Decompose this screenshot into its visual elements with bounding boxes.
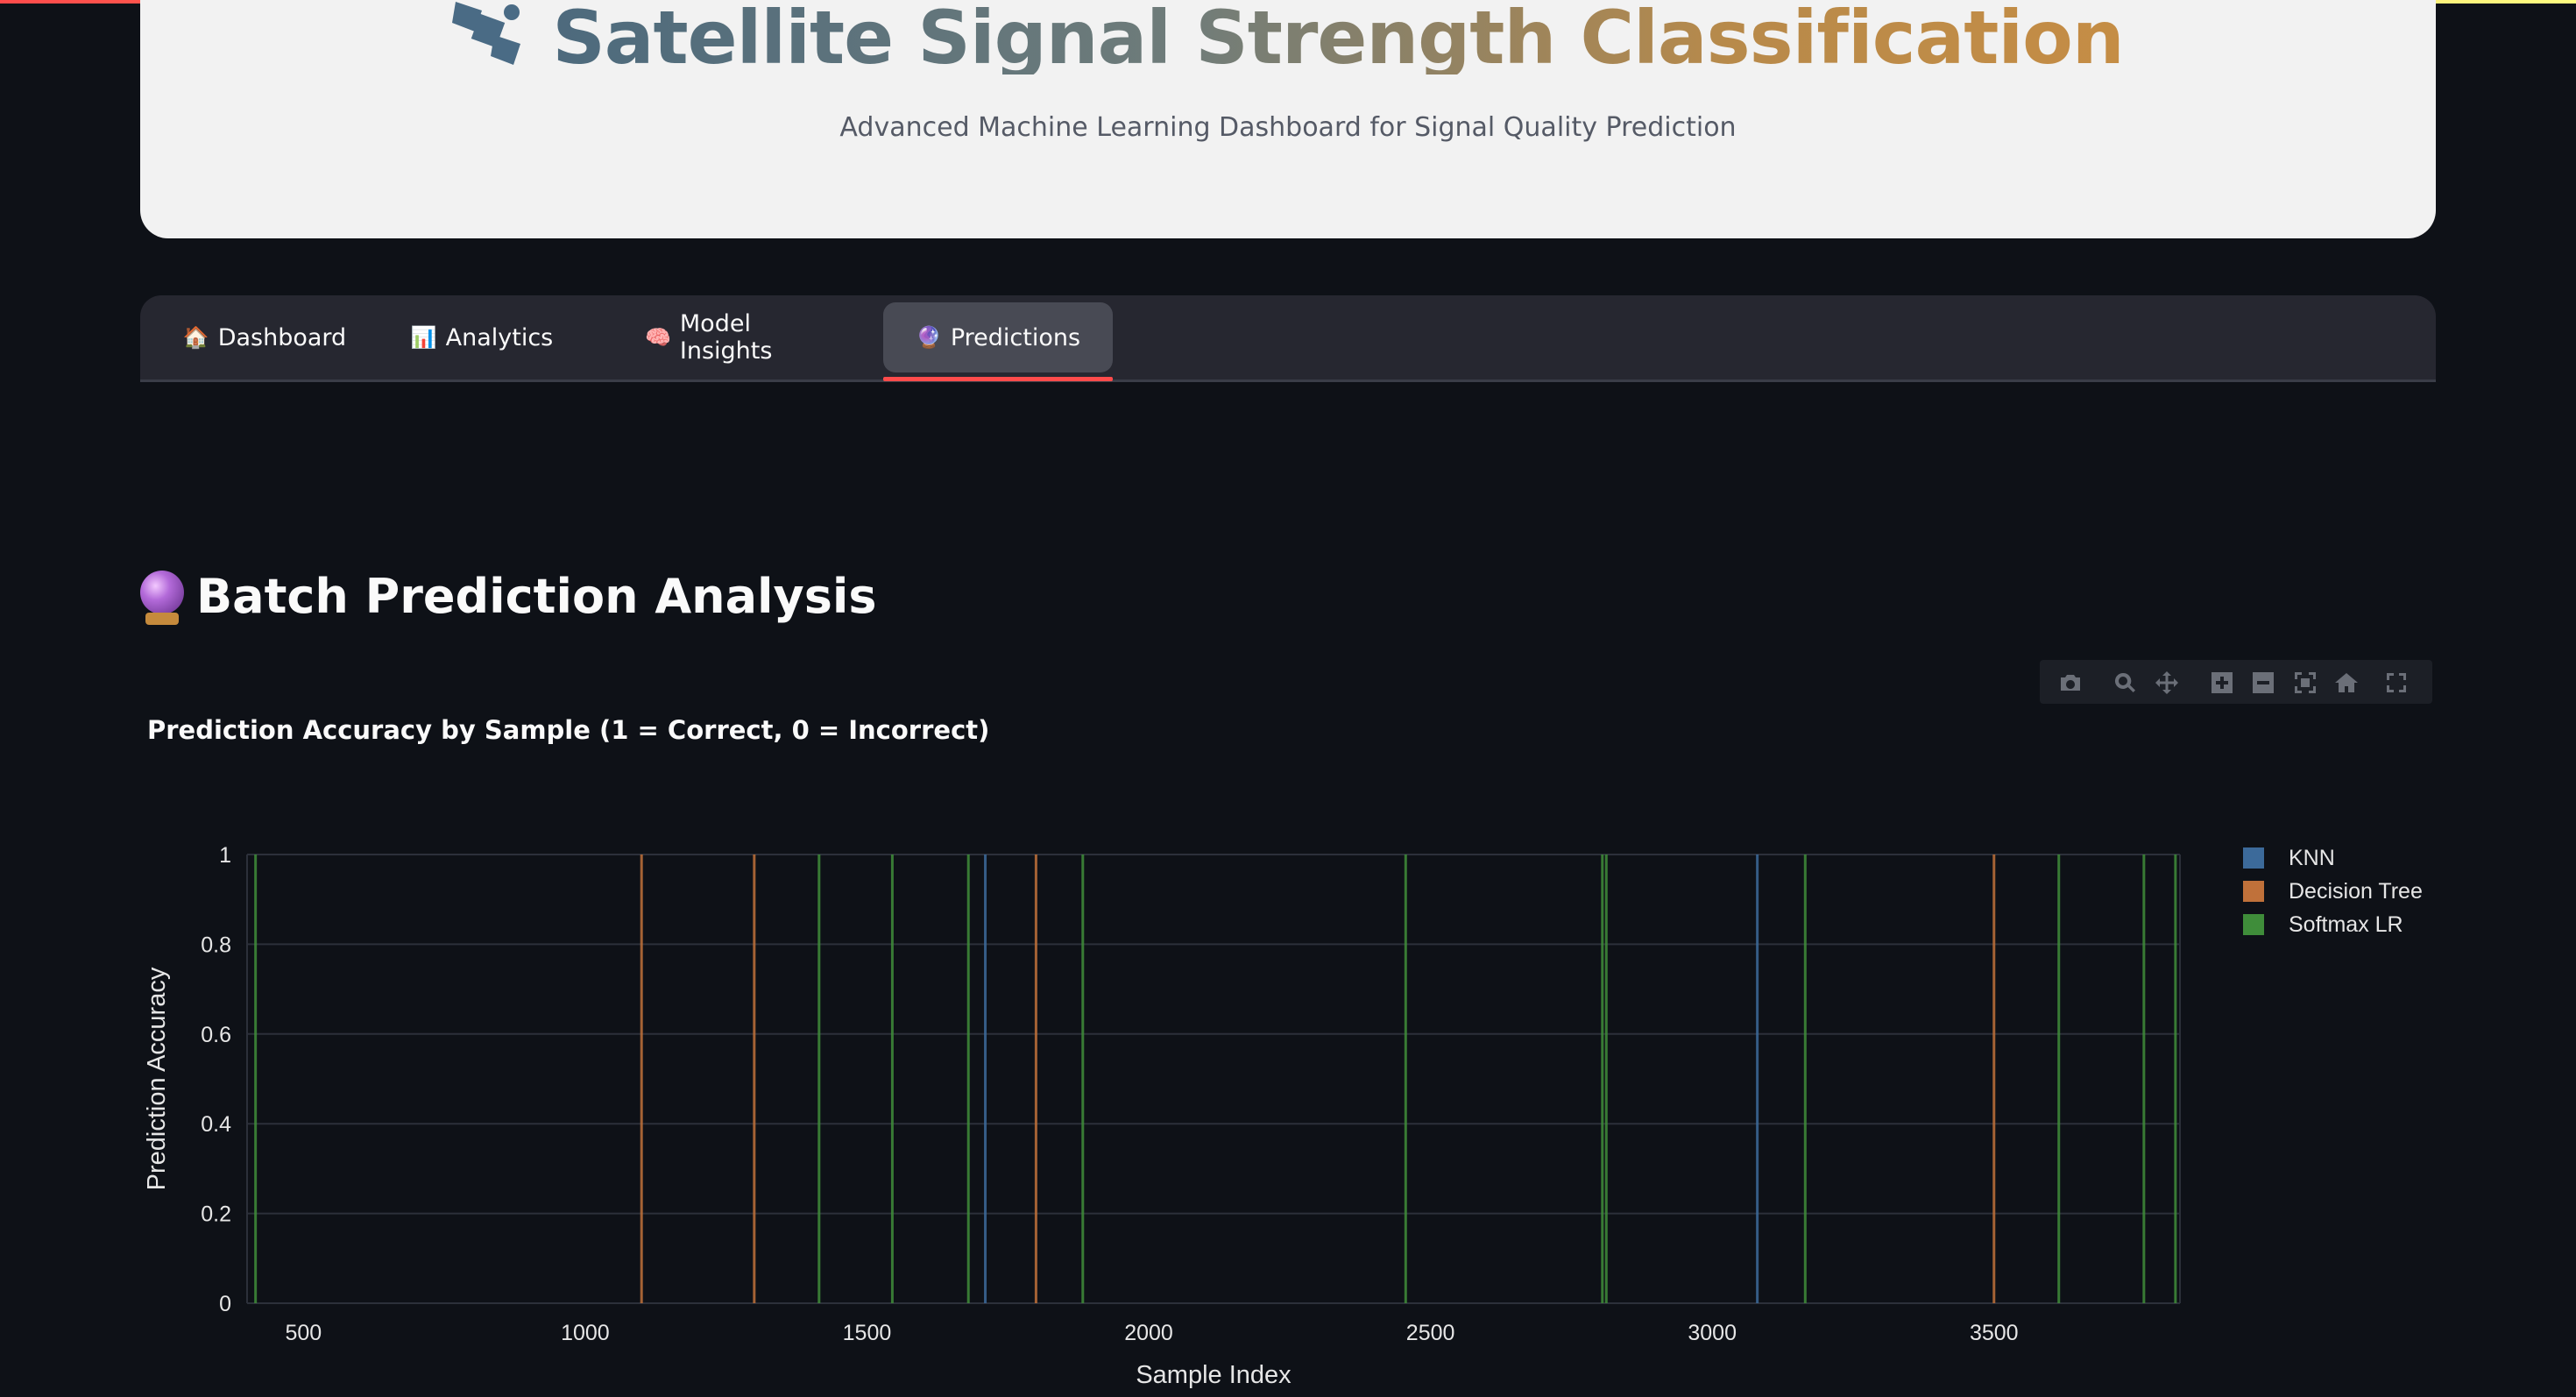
satellite-icon [452,0,533,78]
house-icon: 🏠 [182,325,209,350]
camera-icon[interactable] [2057,670,2084,696]
legend-swatch [2243,847,2264,869]
app-subtitle: Advanced Machine Learning Dashboard for … [839,112,1737,143]
autoscale-icon[interactable] [2292,670,2318,696]
bar-knn[interactable] [1756,855,1759,1303]
zoom-out-icon[interactable] [2250,670,2276,696]
legend-swatch [2243,914,2264,935]
bar-softmax-lr[interactable] [966,855,970,1303]
bar-softmax-lr[interactable] [890,855,894,1303]
crystal-ball-icon: 🔮 [915,325,942,350]
x-tick-label: 3500 [1970,1321,2019,1345]
bar-softmax-lr[interactable] [1601,855,1604,1303]
crystal-ball-icon [140,571,184,625]
bar-decision-tree[interactable] [1992,855,1996,1303]
y-tick-label: 0.8 [201,933,231,957]
bar-softmax-lr[interactable] [817,855,821,1303]
bar-chart-icon: 📊 [410,325,437,350]
app-title-text: Satellite Signal Strength Classification [552,0,2124,81]
tab-predictions[interactable]: 🔮 Predictions [883,302,1113,381]
x-tick-label: 1500 [843,1321,892,1345]
brain-icon: 🧠 [645,325,671,350]
tab-dashboard[interactable]: 🏠 Dashboard [177,302,352,372]
tab-model-insights[interactable]: 🧠 Model Insights [620,302,831,372]
x-tick-label: 2000 [1124,1321,1173,1345]
bar-softmax-lr[interactable] [2174,855,2177,1303]
chart-modebar [2040,660,2432,704]
legend-item-knn[interactable]: KNN [2243,841,2423,875]
x-axis-title: Sample Index [1136,1361,1292,1389]
zoom-in-icon[interactable] [2209,670,2235,696]
chart-bars [254,855,2177,1303]
y-axis-title: Prediction Accuracy [143,967,171,1190]
fullscreen-icon[interactable] [2383,670,2410,696]
app-title: Satellite Signal Strength Classification [140,0,2436,78]
chart-grid [246,854,2181,1304]
section-heading-text: Batch Prediction Analysis [196,568,877,624]
bar-softmax-lr[interactable] [1404,855,1407,1303]
tab-label: Analytics [445,323,554,351]
reset-axes-icon[interactable] [2333,670,2360,696]
x-tick-label: 1000 [561,1321,610,1345]
zoom-icon[interactable] [2112,670,2138,696]
legend-item-softmax-lr[interactable]: Softmax LR [2243,908,2423,941]
legend-item-decision-tree[interactable]: Decision Tree [2243,875,2423,908]
bar-softmax-lr[interactable] [2057,855,2061,1303]
tab-analytics[interactable]: 📊 Analytics [403,302,561,372]
legend-label: KNN [2289,845,2335,870]
tab-bar: 🏠 Dashboard 📊 Analytics 🧠 Model Insights… [140,295,2436,382]
y-tick-label: 1 [219,843,231,868]
bar-decision-tree[interactable] [640,855,643,1303]
pan-icon[interactable] [2154,670,2180,696]
y-tick-label: 0.2 [201,1202,231,1227]
bar-softmax-lr[interactable] [1081,855,1085,1303]
x-tick-label: 500 [285,1321,322,1345]
legend-label: Softmax LR [2289,911,2403,937]
legend-label: Decision Tree [2289,878,2423,904]
section-heading: Batch Prediction Analysis [140,561,877,631]
legend-swatch [2243,881,2264,902]
bar-softmax-lr[interactable] [2142,855,2146,1303]
y-tick-label: 0.4 [201,1112,231,1137]
x-tick-label: 3000 [1688,1321,1737,1345]
y-tick-label: 0 [219,1292,231,1316]
chart-legend: KNN Decision Tree Softmax LR [2243,841,2423,941]
x-tick-label: 2500 [1406,1321,1455,1345]
tab-label: Predictions [950,323,1081,351]
tab-label: Dashboard [217,323,347,351]
bar-softmax-lr[interactable] [1604,855,1608,1303]
bar-knn[interactable] [984,855,987,1303]
header-card: Satellite Signal Strength Classification… [140,0,2436,238]
bar-decision-tree[interactable] [753,855,756,1303]
y-tick-label: 0.6 [201,1023,231,1047]
chart-title: Prediction Accuracy by Sample (1 = Corre… [147,715,990,745]
tab-label: Model Insights [679,310,773,365]
bar-softmax-lr[interactable] [254,855,258,1303]
bar-softmax-lr[interactable] [1803,855,1807,1303]
bar-decision-tree[interactable] [1034,855,1037,1303]
